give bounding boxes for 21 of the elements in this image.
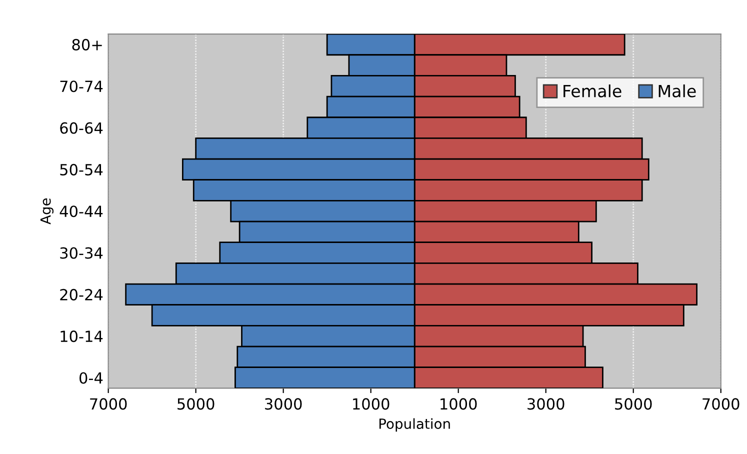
- x-tick-label: 3000: [265, 398, 302, 410]
- y-tick-label: 60-64: [60, 122, 103, 134]
- y-tick-label: 40-44: [60, 206, 103, 218]
- x-tick-label: 3000: [528, 398, 564, 410]
- y-tick-label: 80+: [72, 38, 102, 50]
- y-tick-label: 10-14: [60, 330, 103, 342]
- x-tick-label: 5000: [178, 398, 214, 410]
- y-tick-label: 70-74: [60, 80, 103, 92]
- legend-label: Female: [564, 84, 622, 98]
- x-tick-label: 1000: [440, 398, 477, 410]
- x-tick-label: 7000: [90, 398, 127, 410]
- y-tick-label: 20-24: [60, 288, 103, 300]
- y-tick-label: 50-54: [60, 164, 103, 176]
- x-tick-label: 7000: [702, 398, 740, 410]
- y-tick-label: 0-4: [80, 372, 103, 384]
- y-tick-label: 30-34: [60, 247, 103, 259]
- y-axis-title: Age: [40, 198, 54, 224]
- x-tick-label: 5000: [615, 398, 652, 410]
- x-axis-title: Population: [379, 418, 450, 432]
- x-tick-label: 1000: [353, 398, 390, 410]
- legend-label: Male: [658, 84, 696, 98]
